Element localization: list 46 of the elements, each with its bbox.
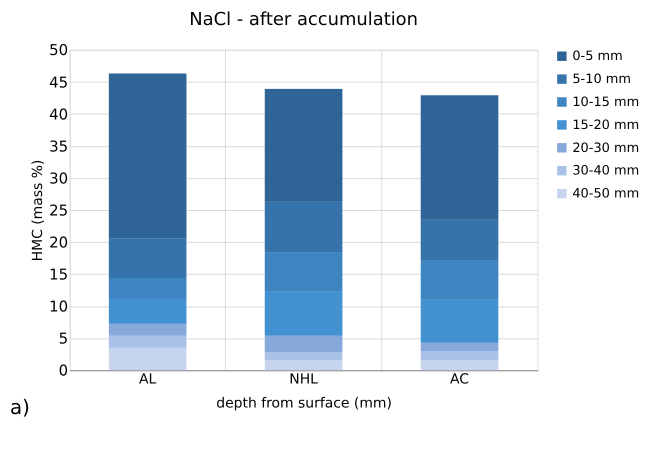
bar	[108, 348, 186, 370]
bar	[264, 360, 342, 370]
bar	[108, 278, 186, 298]
bar	[420, 342, 498, 352]
bar	[420, 95, 498, 220]
y-tick-label: 35	[49, 137, 68, 156]
y-tick-label: 5	[58, 330, 68, 348]
bar	[420, 260, 498, 300]
bar	[264, 336, 342, 352]
x-tick-label: AC	[450, 372, 470, 388]
bar	[108, 238, 186, 278]
legend-label: 5-10 mm	[572, 72, 631, 88]
x-tick-label: AL	[139, 372, 157, 388]
bar	[420, 360, 498, 370]
y-tick-label: 0	[58, 362, 68, 380]
bar	[420, 220, 498, 261]
bar	[420, 300, 498, 343]
bar	[420, 351, 498, 360]
y-tick-label: 10	[49, 298, 68, 316]
bar	[108, 298, 186, 324]
x-axis-title: depth from surface (mm)	[216, 396, 392, 412]
legend-label: 20-30 mm	[572, 140, 640, 156]
bar	[264, 291, 342, 336]
bar	[264, 352, 342, 360]
bar	[108, 73, 186, 238]
y-tick-label: 15	[49, 266, 68, 284]
y-tick-label: 20	[49, 234, 68, 252]
legend-label: 10-15 mm	[572, 94, 640, 110]
y-tick-label: 40	[49, 105, 68, 124]
bar	[264, 202, 342, 252]
bar	[108, 336, 186, 348]
bar	[264, 88, 342, 202]
y-tick-label: 30	[49, 169, 68, 188]
bar	[264, 252, 342, 292]
chart-title: NaCl - after accumulation	[189, 8, 418, 30]
y-axis-title: HMC (mass %)	[30, 160, 46, 262]
legend-label: 30-40 mm	[572, 164, 640, 179]
y-tick-label: 25	[49, 201, 68, 220]
legend-label: 40-50 mm	[572, 186, 640, 202]
legend-label: 0-5 mm	[572, 49, 623, 64]
y-tick-label: 50	[49, 41, 68, 60]
x-tick-label: NHL	[289, 372, 318, 388]
text: a)	[10, 396, 30, 420]
legend-label: 15-20 mm	[572, 118, 640, 133]
y-tick-label: 45	[49, 73, 68, 92]
bar	[108, 323, 186, 336]
